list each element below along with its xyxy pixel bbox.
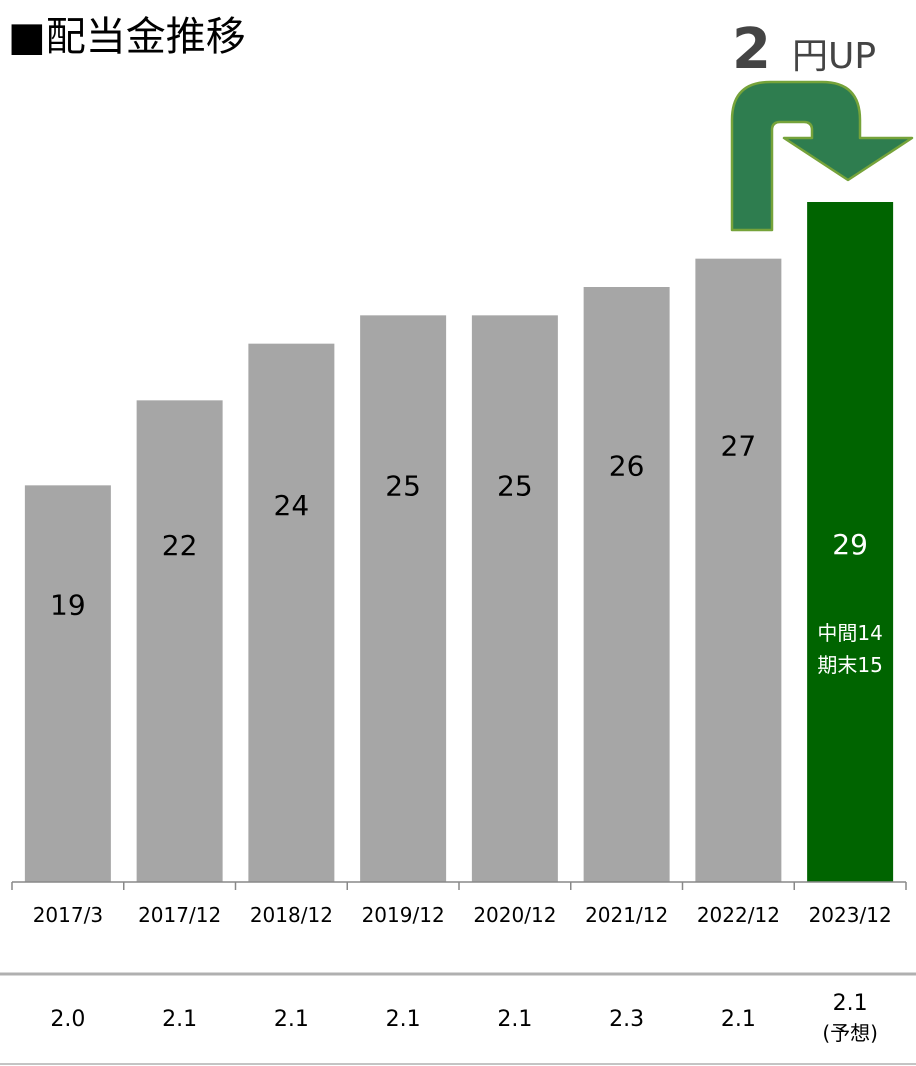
- ratio-value: 2.1: [721, 1007, 756, 1032]
- bar-value-label: 27: [721, 430, 757, 463]
- x-tick-labels-group: 2017/3 2017/12 2018/12 2019/12 2020/12 2021/1…: [33, 903, 892, 927]
- bar: [24, 485, 111, 882]
- bar-value-label: 24: [274, 489, 310, 522]
- bar-value-label: 19: [50, 588, 86, 621]
- x-tick-label: 2021/12: [585, 903, 668, 927]
- ratio-value: 2.3: [609, 1007, 644, 1032]
- x-tick-label: 2018/12: [250, 903, 333, 927]
- bar-value-label: 22: [162, 529, 198, 562]
- bar-value-label: 25: [385, 469, 421, 502]
- x-tick-label: 2017/12: [138, 903, 221, 927]
- bar-value-label: 26: [609, 450, 645, 483]
- x-tick-label: 2022/12: [697, 903, 780, 927]
- bar: [471, 315, 558, 882]
- bar: [583, 287, 670, 882]
- ratio-value: 2.1: [386, 1007, 421, 1032]
- x-tick-label: 2019/12: [362, 903, 445, 927]
- bar: [360, 315, 447, 882]
- bars-group: 19 22 24 25 25 26 27 29 中間14 期末15: [24, 202, 894, 883]
- callout-number: 2: [732, 17, 771, 82]
- x-tick-label: 2017/3: [33, 903, 103, 927]
- ratio-value: 2.1: [833, 991, 868, 1016]
- x-tick-label: 2023/12: [809, 903, 892, 927]
- bar-sublabel: 中間14: [817, 621, 882, 645]
- bar: [248, 343, 335, 883]
- up-arrow-icon: [730, 80, 914, 232]
- ratio-value: 2.1: [162, 1007, 197, 1032]
- bar-value-label: 29: [832, 528, 868, 561]
- bar: [136, 400, 223, 882]
- ratio-value: 2.1: [274, 1007, 309, 1032]
- bar: [695, 258, 782, 883]
- chart-title: ■配当金推移: [8, 14, 246, 60]
- callout: 2 円UP: [730, 17, 914, 232]
- x-ticks-group: [11, 882, 907, 890]
- ratio-value: 2.0: [50, 1007, 85, 1032]
- ratio-note: (予想): [822, 1021, 878, 1045]
- bar-highlight: [807, 202, 894, 882]
- ratio-value: 2.1: [497, 1007, 532, 1032]
- bar-sublabel: 期末15: [817, 653, 882, 677]
- callout-suffix: 円UP: [792, 36, 876, 77]
- bar-value-label: 25: [497, 469, 533, 502]
- ratio-row-group: 2.0 2.1 2.1 2.1 2.1 2.3 2.1 2.1 (予想): [50, 991, 878, 1045]
- x-tick-label: 2020/12: [473, 903, 556, 927]
